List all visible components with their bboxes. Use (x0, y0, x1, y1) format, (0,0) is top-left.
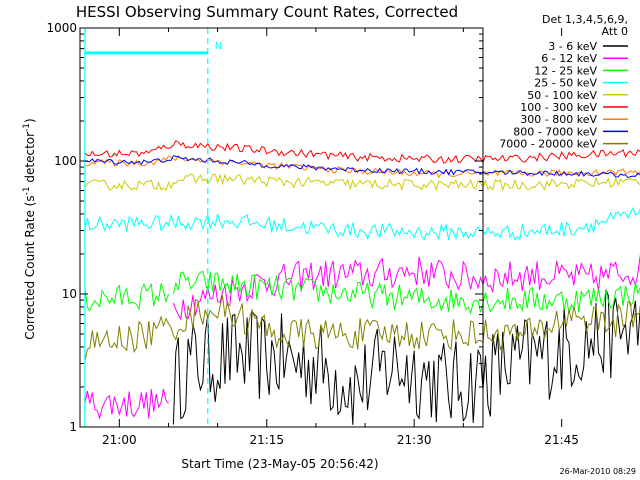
y-tick-label: 1000 (46, 21, 77, 35)
legend-entry-label: 300 - 800 keV (520, 113, 597, 126)
series-8-segment-0 (84, 294, 640, 362)
y-tick-label: 1 (69, 420, 77, 434)
series-0-segment-0 (172, 289, 640, 425)
status-label-N: N (215, 41, 222, 52)
series-1 (84, 254, 640, 421)
series-2 (84, 270, 640, 315)
series-4 (84, 173, 640, 192)
timestamp: 26-Mar-2010 08:29 (560, 467, 637, 476)
series-3-segment-0 (84, 206, 640, 241)
legend-header-attenuator: Att 0 (602, 25, 628, 38)
series-1-segment-0 (84, 388, 169, 421)
status-bars: NS (84, 41, 222, 55)
series-2-segment-0 (84, 282, 169, 312)
series-layer (84, 140, 640, 425)
series-1-segment-1 (172, 254, 640, 321)
x-axis-label: Start Time (23-May-05 20:56:42) (181, 457, 378, 471)
series-3 (84, 206, 640, 241)
legend-entry-label: 50 - 100 keV (527, 89, 597, 102)
legend-entry-label: 6 - 12 keV (541, 52, 597, 65)
series-7 (84, 155, 640, 179)
vertical-lines (84, 28, 209, 427)
legend-entry-label: 100 - 300 keV (520, 101, 597, 114)
legend-entry-label: 7000 - 20000 keV (499, 138, 597, 151)
series-2-segment-1 (172, 270, 640, 315)
series-5 (84, 140, 640, 164)
x-tick-label: 21:15 (249, 433, 284, 447)
series-0 (172, 289, 640, 425)
legend-entry-label: 25 - 50 keV (534, 77, 597, 90)
series-7-segment-0 (84, 155, 640, 179)
x-tick-label: 21:30 (397, 433, 432, 447)
legend-header-detectors: Det 1,3,4,5,6,9, (542, 13, 628, 26)
legend-entry-label: 3 - 6 keV (548, 40, 597, 53)
legend-entry-label: 800 - 7000 keV (513, 125, 597, 138)
y-axis-label: Corrected Count Rate (s-1 detector-1) (22, 118, 37, 339)
x-tick-label: 21:00 (102, 433, 137, 447)
x-tick-label: 21:45 (544, 433, 579, 447)
series-5-segment-0 (84, 140, 640, 164)
series-4-segment-0 (84, 173, 640, 192)
plot-frame (79, 27, 484, 428)
y-tick-label: 100 (54, 154, 77, 168)
legend-entry-label: 12 - 25 keV (534, 64, 597, 77)
series-8 (84, 294, 640, 362)
axes: 21:0021:1521:3021:4522:0022:1522:3011010… (46, 21, 579, 447)
chart-title: HESSI Observing Summary Count Rates, Cor… (76, 3, 458, 21)
y-tick-label: 10 (62, 287, 77, 301)
